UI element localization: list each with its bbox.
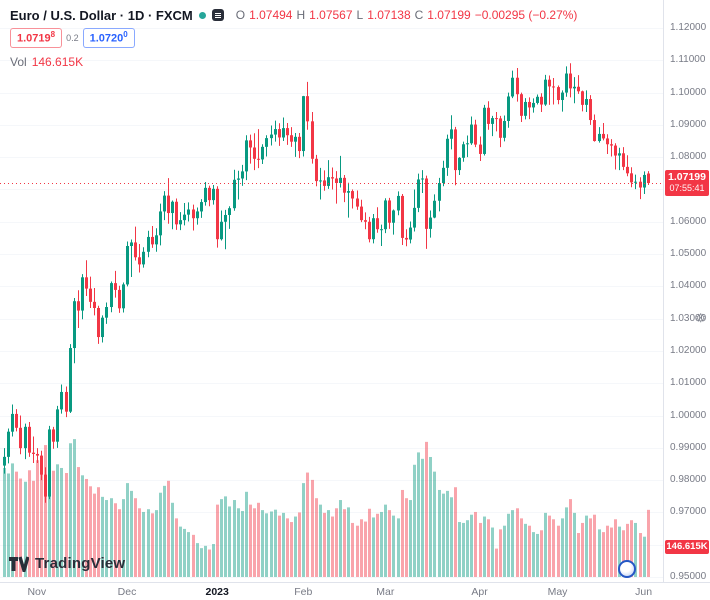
spread-value: 0.2 — [66, 33, 79, 43]
open-label: O — [235, 8, 246, 22]
symbol-title[interactable]: Euro / U.S. Dollar · 1D · FXCM — [10, 7, 193, 23]
close-label: C — [414, 8, 424, 22]
time-axis[interactable]: Nov Dec 2023 Feb Mar Apr May Jun — [0, 582, 710, 600]
volume-indicator-label[interactable]: Vol — [10, 55, 27, 69]
bid-ask-row: 1.07198 0.2 1.07200 — [10, 28, 577, 48]
bid-price: 1.0719 — [17, 32, 51, 45]
volume-indicator-row: Vol 146.615K — [10, 55, 577, 69]
buy-ask-button[interactable]: 1.07200 — [82, 28, 135, 48]
price-axis-label: 1.03000 — [670, 312, 707, 324]
legend-symbol-row: Euro / U.S. Dollar · 1D · FXCM O 1.07494 … — [10, 7, 577, 23]
bid-price-sup: 8 — [50, 30, 56, 40]
ask-price-sup: 0 — [123, 30, 128, 40]
ohlc-values: O 1.07494 H 1.07567 L 1.07138 C 1.07199 −0.0… — [236, 8, 578, 22]
legend-menu-icon[interactable] — [211, 9, 224, 21]
change-value: −0.00295 (−0.27%) — [474, 8, 578, 22]
tradingview-logo[interactable]: TradingView — [8, 555, 125, 572]
price-chart-canvas[interactable] — [0, 0, 663, 582]
tradingview-logo-text: TradingView — [35, 555, 126, 572]
market-status-icon — [198, 11, 206, 19]
price-axis-label: 0.99000 — [670, 441, 707, 453]
time-axis-label: May — [547, 586, 568, 598]
price-axis-label: 1.04000 — [670, 280, 707, 292]
time-axis-label: Nov — [27, 586, 47, 598]
volume-indicator-value: 146.615K — [31, 55, 84, 69]
price-axis[interactable]: 1.07199 07:55:41 146.615K ⚙ 1.12000 1.110… — [663, 0, 710, 582]
high-label: H — [296, 8, 306, 22]
time-axis-label: Mar — [376, 586, 395, 598]
last-price-badge: 1.07199 07:55:41 — [665, 170, 709, 197]
price-axis-label: 1.08000 — [670, 151, 707, 163]
price-axis-label: 1.00000 — [670, 409, 707, 421]
time-axis-label: Dec — [117, 586, 137, 598]
bar-countdown: 07:55:41 — [669, 183, 705, 194]
price-axis-label: 1.11000 — [670, 54, 706, 66]
ask-price: 1.0720 — [89, 32, 124, 45]
price-axis-label: 0.97000 — [670, 506, 707, 518]
close-value: 1.07199 — [427, 8, 471, 22]
fxcm-logo[interactable] — [618, 560, 636, 578]
sell-bid-button[interactable]: 1.07198 — [10, 28, 63, 48]
price-axis-label: 0.98000 — [670, 474, 707, 486]
price-axis-label: 1.06000 — [670, 215, 707, 227]
time-axis-label: 2023 — [205, 586, 229, 598]
chart-legend: Euro / U.S. Dollar · 1D · FXCM O 1.07494 … — [10, 7, 577, 69]
low-value: 1.07138 — [367, 8, 411, 22]
price-axis-label: 1.09000 — [670, 118, 707, 130]
time-axis-label: Feb — [294, 586, 313, 598]
low-label: L — [356, 8, 364, 22]
time-axis-label: Apr — [471, 586, 488, 598]
price-axis-label: 1.10000 — [670, 86, 707, 98]
price-scale-settings-gear-icon[interactable]: ⚙ — [695, 311, 706, 325]
price-axis-label: 1.01000 — [670, 377, 707, 389]
time-axis-label: Jun — [635, 586, 653, 598]
open-value: 1.07494 — [249, 8, 293, 22]
price-axis-label: 0.95000 — [670, 571, 707, 582]
tradingview-logo-icon — [9, 556, 29, 572]
price-axis-label: 1.12000 — [670, 22, 707, 33]
last-price-label: 1.07199 — [668, 171, 706, 184]
price-axis-label: 1.02000 — [670, 344, 707, 356]
price-axis-label: 1.05000 — [670, 248, 707, 260]
high-value: 1.07567 — [309, 8, 353, 22]
time-axis-labels: Nov Dec 2023 Feb Mar Apr May Jun — [0, 583, 663, 600]
volume-axis-badge: 146.615K — [665, 540, 709, 554]
